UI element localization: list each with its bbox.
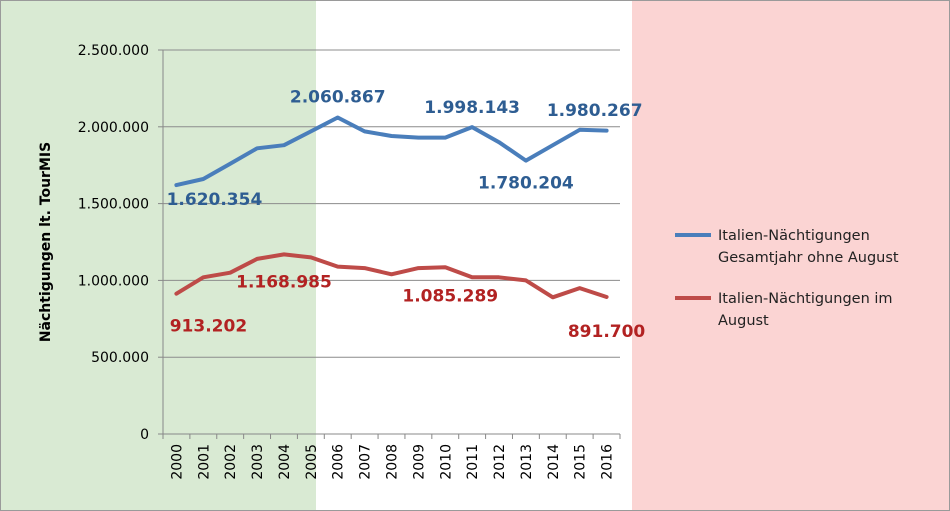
data-point-series-2 <box>201 275 205 279</box>
x-tick-label: 2002 <box>223 444 239 480</box>
data-point-series-2 <box>336 265 340 269</box>
data-label: 1.998.143 <box>424 98 520 118</box>
y-axis-title: Nächtigungen lt. TourMIS <box>38 142 54 342</box>
x-tick-label: 2007 <box>358 444 374 480</box>
data-point-series-1 <box>470 125 474 129</box>
x-tick-label: 2006 <box>331 444 347 480</box>
data-point-series-1 <box>551 143 555 147</box>
data-point-series-1 <box>390 134 393 138</box>
y-tick-label: 1.500.000 <box>78 197 149 213</box>
x-tick-label: 2005 <box>304 444 320 480</box>
data-point-series-2 <box>228 271 232 275</box>
legend-label-1: Italien-Nächtigungen <box>718 228 870 244</box>
legend-label-2: August <box>718 313 769 329</box>
data-point-series-1 <box>228 162 232 166</box>
data-point-series-2 <box>578 286 582 290</box>
y-tick-label: 1.000.000 <box>78 273 149 289</box>
background-band-red <box>632 0 950 511</box>
data-label: 1.168.985 <box>236 272 332 292</box>
x-tick-label: 2000 <box>169 444 185 480</box>
data-point-series-2 <box>363 266 367 270</box>
x-tick-label: 2011 <box>465 444 481 480</box>
x-tick-label: 2012 <box>492 444 508 480</box>
data-point-series-1 <box>524 159 528 163</box>
y-tick-label: 2.500.000 <box>78 43 149 59</box>
data-label: 1.980.267 <box>547 101 643 121</box>
data-point-series-1 <box>443 136 447 140</box>
data-point-series-2 <box>282 252 286 256</box>
data-label: 1.780.204 <box>478 174 574 194</box>
data-point-series-2 <box>255 257 259 261</box>
data-point-series-2 <box>605 295 609 299</box>
data-point-series-2 <box>309 255 313 259</box>
y-tick-label: 2.000.000 <box>78 120 149 136</box>
background-band-green <box>0 0 316 511</box>
x-tick-label: 2004 <box>277 444 293 480</box>
data-point-series-1 <box>282 143 286 147</box>
data-label: 2.060.867 <box>290 87 386 107</box>
data-point-series-1 <box>174 183 178 187</box>
x-tick-label: 2010 <box>438 444 454 480</box>
data-point-series-2 <box>551 295 555 299</box>
data-point-series-1 <box>416 136 420 140</box>
data-point-series-1 <box>336 115 340 119</box>
x-tick-label: 2003 <box>250 444 266 480</box>
data-point-series-1 <box>255 146 259 150</box>
x-tick-label: 2008 <box>385 444 401 480</box>
data-point-series-1 <box>201 177 205 181</box>
y-tick-label: 0 <box>140 427 149 443</box>
data-point-series-2 <box>524 278 528 282</box>
data-label: 891.700 <box>568 322 646 342</box>
x-tick-label: 2015 <box>573 444 589 480</box>
data-point-series-2 <box>497 275 501 279</box>
x-tick-label: 2014 <box>546 444 562 480</box>
data-point-series-2 <box>416 266 420 270</box>
data-point-series-2 <box>390 272 393 276</box>
data-point-series-1 <box>578 128 582 132</box>
data-point-series-1 <box>605 129 609 133</box>
data-point-series-2 <box>470 275 474 279</box>
y-tick-label: 500.000 <box>91 350 149 366</box>
data-point-series-1 <box>497 140 501 144</box>
legend-label-2: Italien-Nächtigungen im <box>718 291 893 307</box>
x-tick-label: 2013 <box>519 444 535 480</box>
data-point-series-2 <box>174 292 178 296</box>
background-band-white <box>316 0 632 511</box>
data-point-series-1 <box>363 129 367 133</box>
x-tick-label: 2016 <box>600 444 616 480</box>
data-label: 1.620.354 <box>167 190 263 210</box>
data-point-series-2 <box>443 265 447 269</box>
data-point-series-1 <box>309 129 313 133</box>
data-label: 913.202 <box>170 317 247 337</box>
x-tick-label: 2001 <box>196 444 212 480</box>
x-tick-label: 2009 <box>411 444 427 480</box>
legend-label-1: Gesamtjahr ohne August <box>718 250 899 266</box>
data-label: 1.085.289 <box>402 286 498 306</box>
